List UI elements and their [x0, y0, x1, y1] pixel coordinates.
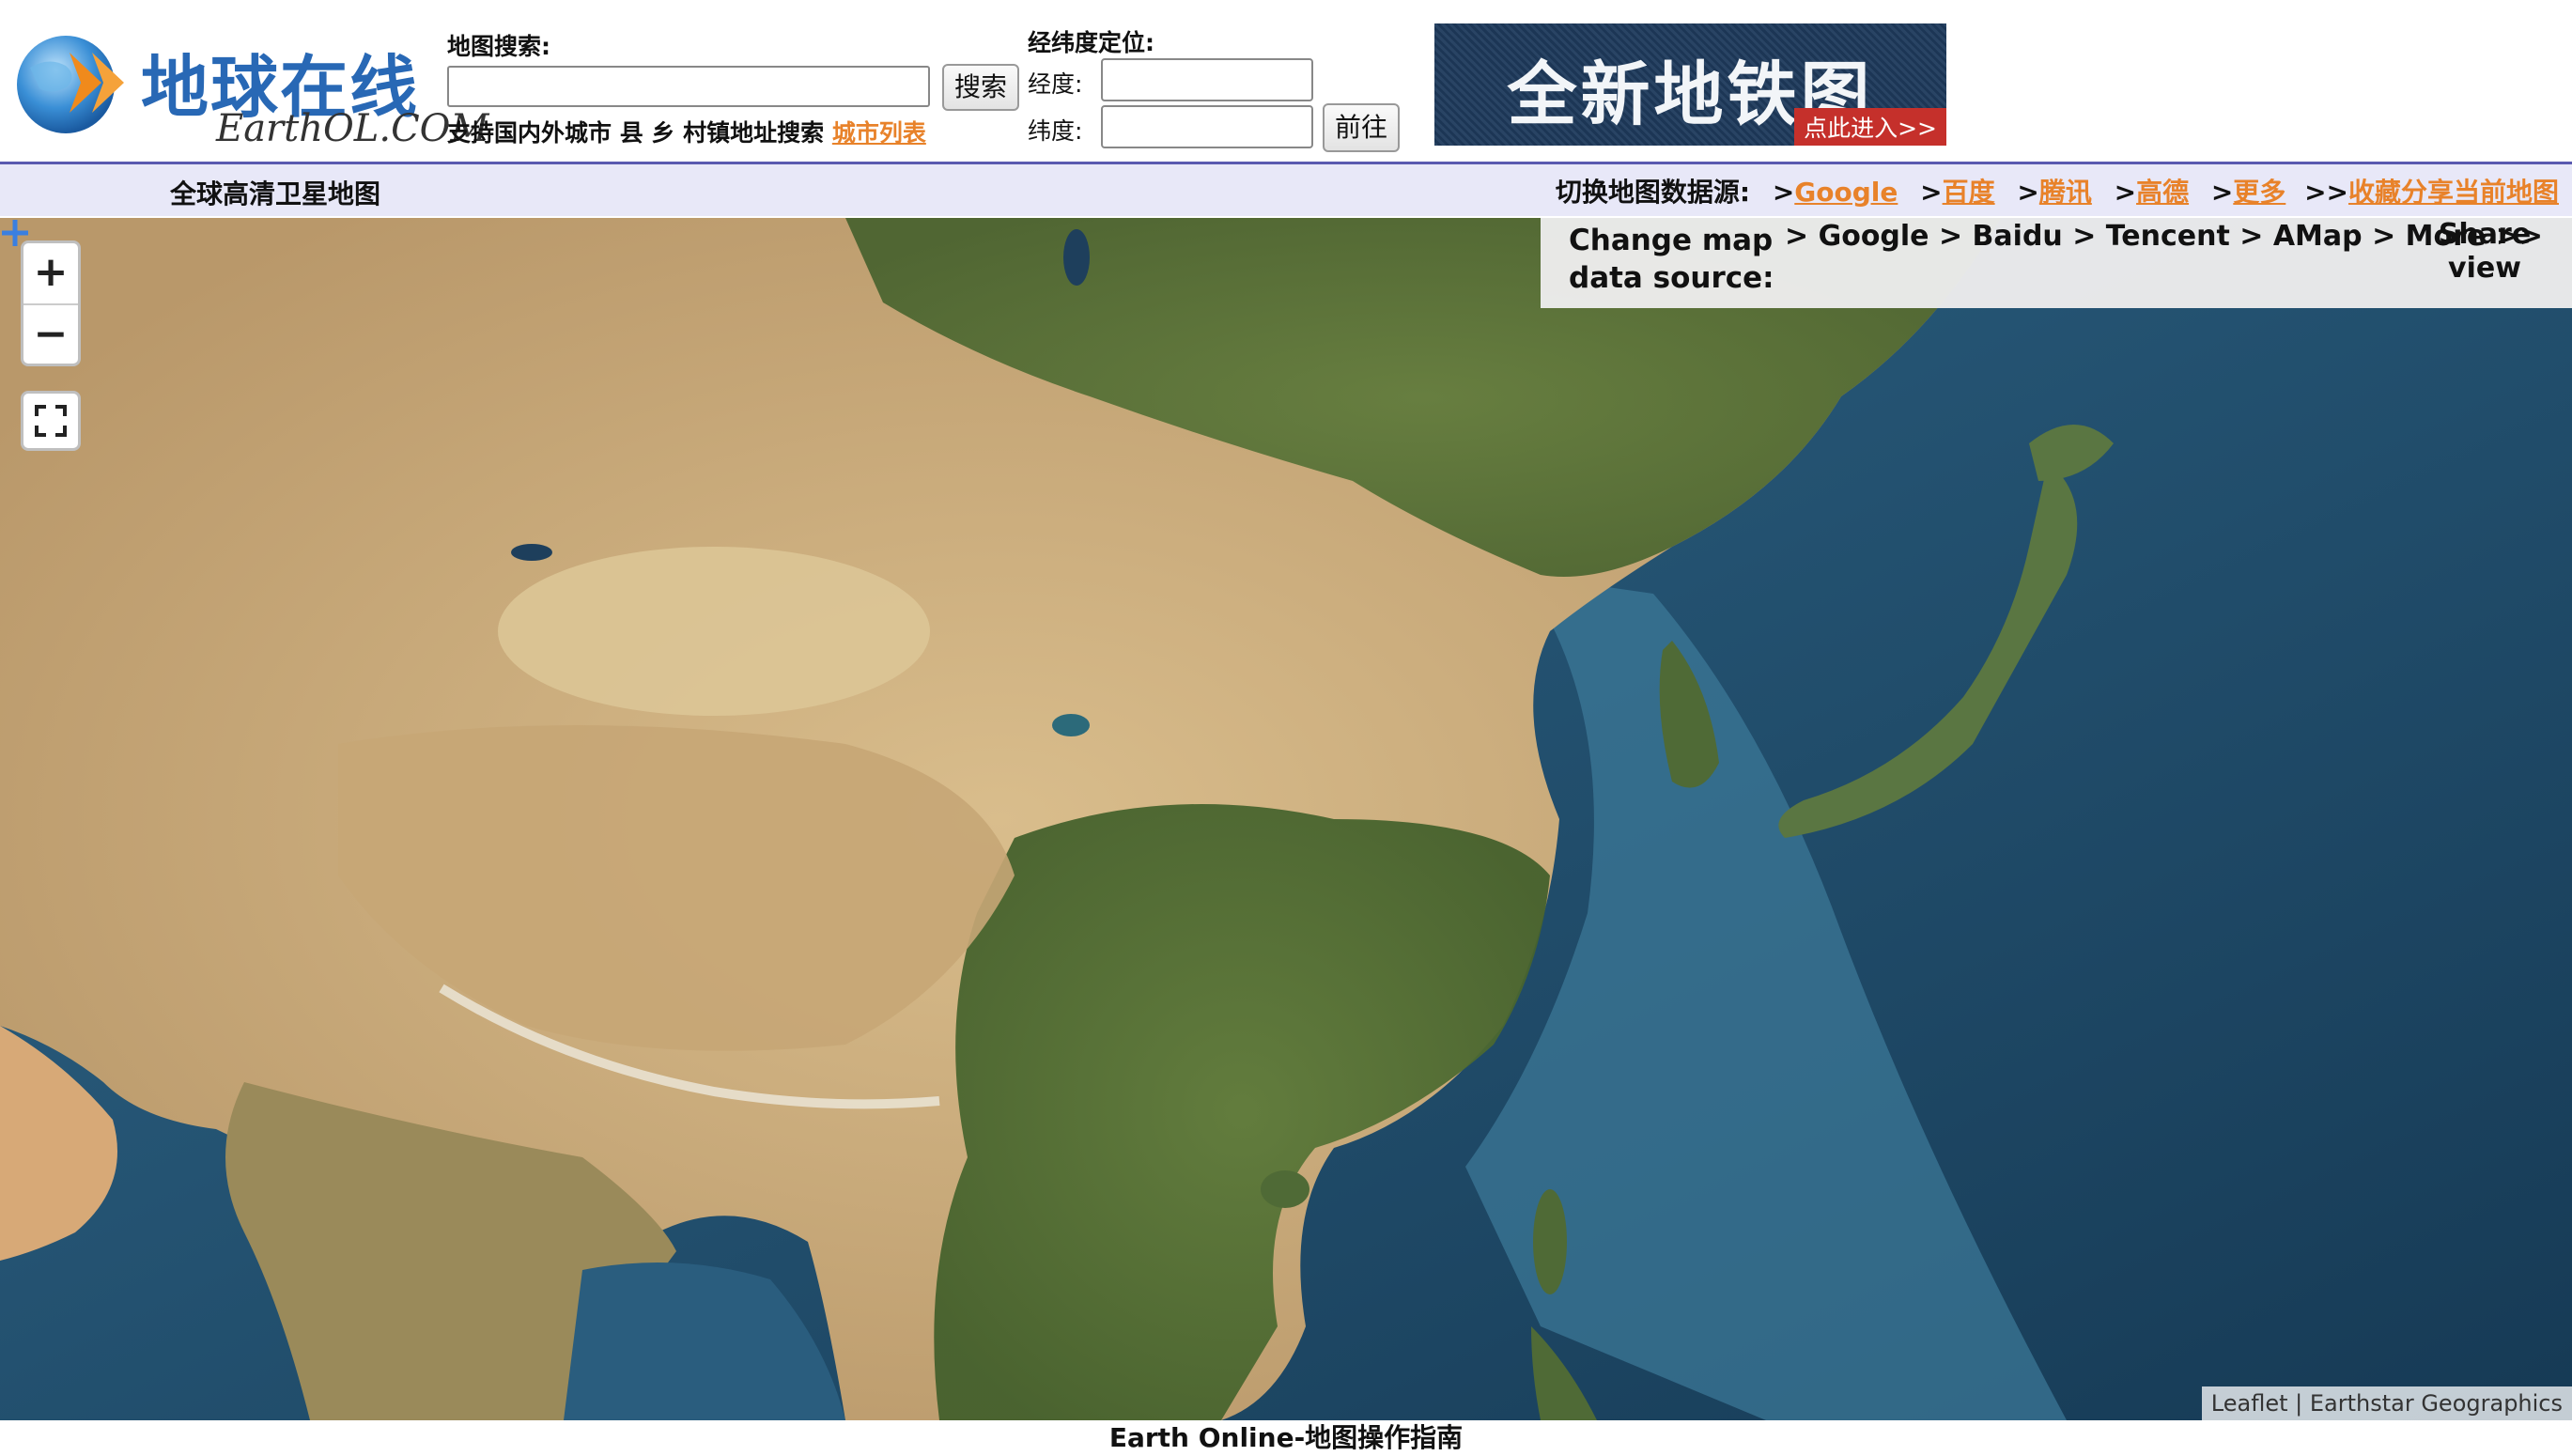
map-source-switcher: 切换地图数据源: >Google >百度 >腾讯 >高德 >更多 >>收藏分享当…: [1555, 177, 2559, 208]
go-button[interactable]: 前往: [1323, 103, 1400, 152]
globe-logo-icon: [17, 36, 124, 133]
map-navbar: 全球高清卫星地图 切换地图数据源: >Google >百度 >腾讯 >高德 >更…: [0, 162, 2572, 216]
satellite-map[interactable]: + − Change map data source: > Google > B…: [0, 218, 2572, 1420]
map-search: 地图搜索: 搜索 支持国内外城市 县 乡 村镇地址搜索 城市列表: [447, 26, 1019, 148]
overlay-share-view[interactable]: Share view: [2438, 218, 2532, 285]
switch-label: 切换地图数据源:: [1555, 177, 1751, 208]
site-logo[interactable]: 地球在线 EarthOL.COM: [11, 26, 488, 150]
header: 地球在线 EarthOL.COM 地图搜索: 搜索 支持国内外城市 县 乡 村镇…: [0, 0, 2572, 162]
ad-cta: 点此进入>>: [1794, 108, 1946, 146]
search-hint: 支持国内外城市 县 乡 村镇地址搜索 城市列表: [447, 115, 926, 148]
fullscreen-button[interactable]: [21, 391, 81, 451]
center-crosshair-icon: [2, 220, 28, 246]
zoom-in-button[interactable]: +: [33, 248, 69, 296]
map-source-overlay: Change map data source: > Google > Baidu…: [1541, 218, 2572, 308]
longitude-label: 经度:: [1028, 70, 1083, 98]
subway-map-ad-banner[interactable]: 全新地铁图 点此进入>>: [1434, 23, 1946, 146]
source-link-amap[interactable]: 高德: [2136, 177, 2190, 208]
satellite-imagery: [0, 218, 2572, 1420]
overlay-label: Change map data source:: [1569, 224, 1774, 295]
logo-name-cn: 地球在线: [141, 47, 420, 127]
search-button[interactable]: 搜索: [942, 64, 1019, 111]
latitude-input[interactable]: [1101, 105, 1313, 148]
share-map-link[interactable]: 收藏分享当前地图: [2347, 177, 2559, 208]
search-input[interactable]: [447, 66, 930, 107]
city-list-link[interactable]: 城市列表: [831, 119, 926, 147]
latitude-label: 纬度:: [1028, 117, 1083, 145]
zoom-out-button[interactable]: −: [23, 303, 78, 364]
zoom-control: + −: [21, 240, 81, 366]
longitude-input[interactable]: [1101, 58, 1313, 101]
search-hint-text: 支持国内外城市 县 乡 村镇地址搜索: [447, 119, 832, 147]
map-attribution[interactable]: Leaflet | Earthstar Geographics: [2201, 1386, 2572, 1420]
map-guide-link[interactable]: Earth Online-地图操作指南: [0, 1420, 2572, 1456]
coordinate-locator: 经纬度定位: 经度: 纬度: 前往: [1028, 24, 1403, 156]
fullscreen-icon: [35, 405, 67, 437]
source-link-baidu[interactable]: 百度: [1942, 177, 1995, 208]
source-link-more[interactable]: 更多: [2233, 177, 2286, 208]
coord-title: 经纬度定位:: [1028, 29, 1154, 56]
overlay-source-links[interactable]: > Google > Baidu > Tencent > AMap > More…: [1785, 220, 2543, 253]
nav-title: 全球高清卫星地图: [170, 178, 381, 209]
logo-name-en: EarthOL.COM: [216, 107, 489, 150]
source-link-google[interactable]: Google: [1794, 177, 1898, 208]
search-label: 地图搜索:: [447, 33, 550, 60]
source-link-tencent[interactable]: 腾讯: [2038, 177, 2092, 208]
